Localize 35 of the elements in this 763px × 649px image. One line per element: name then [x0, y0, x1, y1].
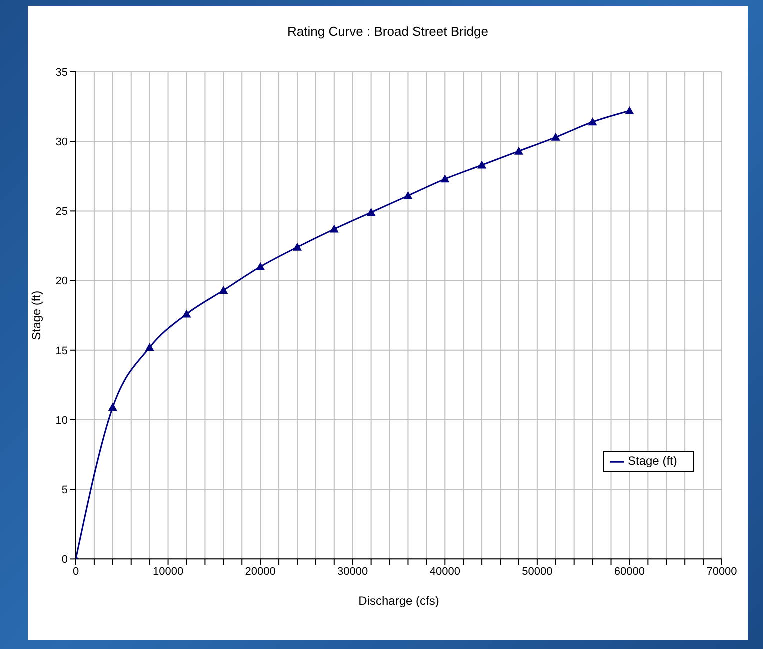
- y-tick-label: 15: [56, 345, 68, 358]
- y-tick-label: 35: [56, 66, 68, 79]
- point: [440, 174, 450, 183]
- point: [366, 208, 376, 216]
- point: [108, 402, 118, 411]
- point: [588, 118, 598, 126]
- point: [256, 262, 266, 270]
- x-tick-label: 10000: [152, 566, 184, 578]
- y-tick-label: 25: [56, 206, 68, 218]
- y-tick-label: 0: [62, 554, 68, 566]
- x-tick-label: 20000: [245, 566, 276, 578]
- y-tick-label: 30: [56, 136, 68, 148]
- point: [330, 224, 339, 233]
- point: [219, 286, 228, 294]
- legend-label: Stage (ft): [628, 454, 678, 468]
- x-tick-label: 60000: [614, 566, 646, 578]
- point: [182, 310, 192, 318]
- point: [145, 343, 154, 352]
- y-axis-title: Stage (ft): [29, 290, 44, 340]
- point: [404, 191, 413, 200]
- point: [551, 132, 560, 141]
- x-tick-label: 50000: [522, 566, 553, 578]
- x-axis-title: Discharge (cfs): [358, 594, 440, 608]
- y-tick-label: 10: [56, 414, 68, 427]
- point: [478, 160, 487, 169]
- chart-title: Rating Curve : Broad Street Bridge: [286, 24, 490, 39]
- x-tick-label: 40000: [430, 566, 460, 578]
- point: [292, 242, 302, 251]
- x-tick-label: 70000: [706, 566, 738, 578]
- y-tick-label: 20: [56, 276, 68, 288]
- point: [514, 146, 524, 155]
- y-tick-label: 5: [62, 484, 68, 496]
- x-tick-label: 0: [72, 566, 80, 578]
- point: [625, 106, 634, 114]
- x-tick-label: 30000: [338, 566, 368, 578]
